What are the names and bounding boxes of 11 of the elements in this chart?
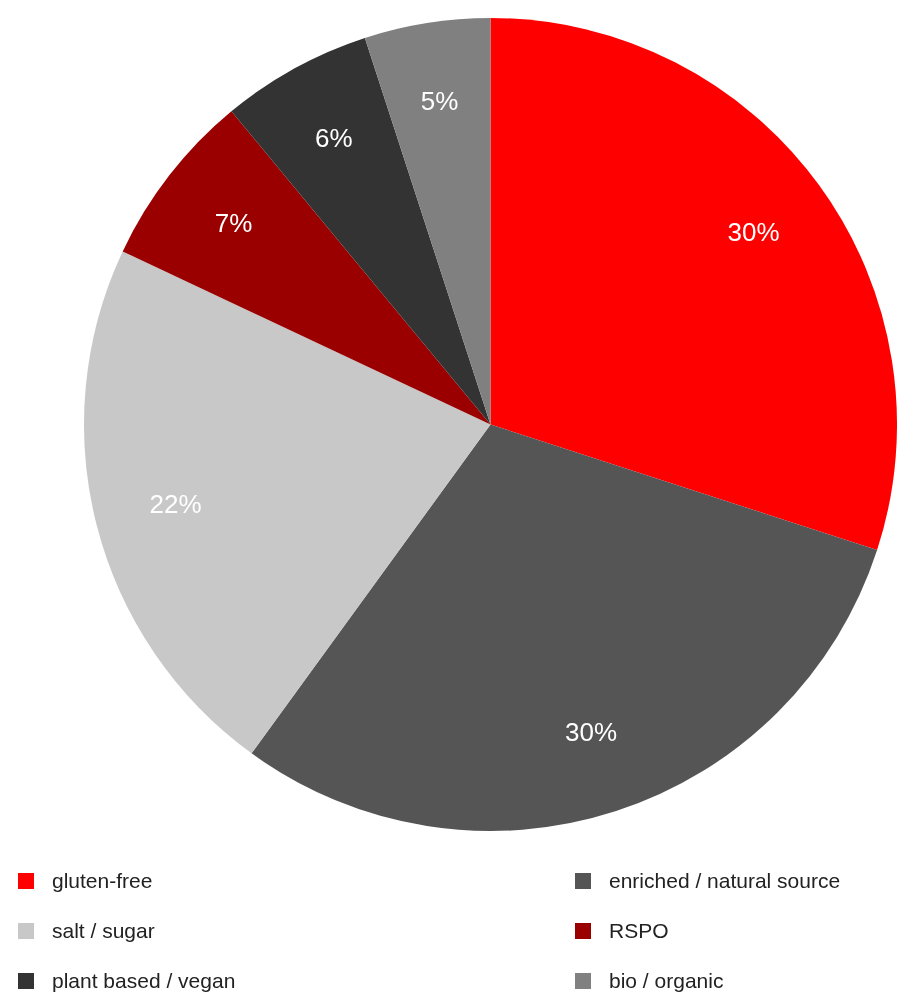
legend-label: RSPO	[609, 919, 669, 943]
legend-label: salt / sugar	[52, 919, 155, 943]
legend-label: bio / organic	[609, 969, 724, 993]
data-label: 5%	[420, 86, 459, 117]
data-label: 7%	[214, 208, 253, 239]
data-label: 30%	[564, 716, 618, 747]
data-label: 30%	[727, 216, 780, 247]
data-label: 6%	[315, 122, 353, 153]
legend-label: gluten-free	[52, 869, 153, 893]
legend-label: plant based / vegan	[52, 969, 236, 993]
legend-label: enriched / natural source	[609, 869, 841, 893]
